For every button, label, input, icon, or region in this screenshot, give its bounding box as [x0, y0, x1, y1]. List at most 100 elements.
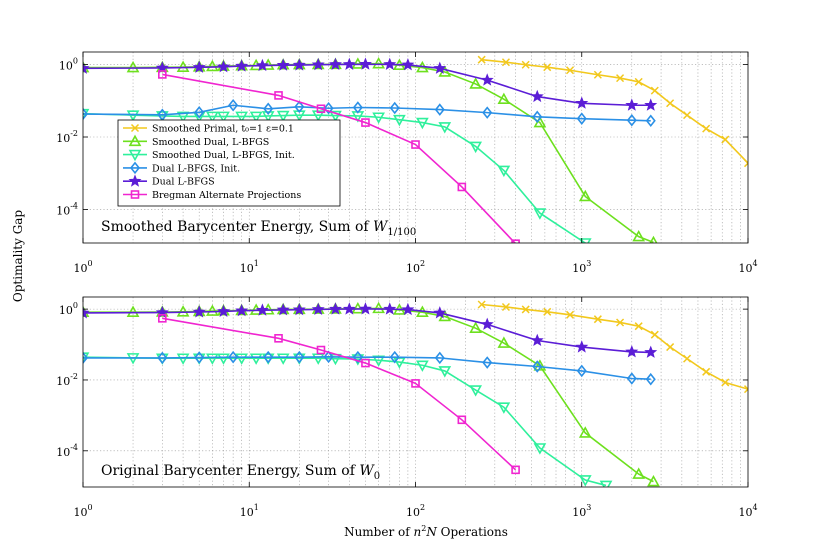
- point-dual_lbfgs: [192, 305, 206, 318]
- point-smoothed_primal: [565, 310, 575, 319]
- point-dual_lbfgs_init: [352, 350, 363, 364]
- point-smoothed_dual_lbfgs: [372, 301, 385, 314]
- point-smoothed_dual_lbfgs: [469, 77, 482, 89]
- point-smoothed_dual_lbfgs: [176, 305, 190, 317]
- point-dual_lbfgs_init: [352, 101, 363, 114]
- point-dual_lbfgs_init: [228, 350, 239, 364]
- point-smoothed_dual_lbfgs: [126, 60, 140, 73]
- point-smoothed_primal: [683, 354, 692, 363]
- point-smoothed_dual_lbfgs: [578, 189, 592, 202]
- point-smoothed_dual_lbfgs_init: [578, 238, 592, 243]
- point-bregman: [158, 70, 167, 79]
- point-smoothed_dual_lbfgs: [649, 235, 658, 243]
- x-tick-label: 103: [572, 259, 591, 275]
- point-smoothed_primal: [477, 55, 486, 64]
- point-dual_lbfgs_init: [83, 107, 89, 121]
- point-dual_lbfgs_init: [532, 360, 543, 373]
- point-smoothed_dual_lbfgs_init: [601, 244, 611, 253]
- point-bregman: [457, 415, 467, 425]
- legend-label: Smoothed Dual, L-BFGS: [152, 137, 269, 148]
- point-bregman: [411, 140, 420, 149]
- x-tick-label: 102: [406, 503, 425, 519]
- point-dual_lbfgs_init: [294, 100, 305, 114]
- point-dual_lbfgs: [383, 302, 397, 315]
- point-smoothed_dual_lbfgs_init: [416, 117, 429, 130]
- point-smoothed_primal: [521, 305, 530, 314]
- legend-item-bregman: Bregman Alternate Projections: [123, 190, 301, 201]
- point-dual_lbfgs_init: [576, 364, 587, 378]
- legend-label: Dual L-BFGS: [152, 177, 215, 188]
- point-smoothed_dual_lbfgs_init: [393, 357, 406, 369]
- panel-title: Original Barycenter Energy, Sum of W0: [101, 463, 380, 482]
- point-bregman: [411, 379, 420, 388]
- bottom-panel: 100 101 102 103 104 100 10-2 10-4 Original Baryc…: [56, 296, 758, 519]
- point-dual_lbfgs: [292, 302, 306, 316]
- point-dual_lbfgs_init: [482, 106, 493, 119]
- point-dual_lbfgs: [83, 61, 90, 74]
- point-smoothed_dual_lbfgs_init: [176, 353, 190, 365]
- point-smoothed_dual_lbfgs: [469, 321, 482, 333]
- series-line-dual_lbfgs_init: [83, 356, 651, 381]
- point-smoothed_dual_lbfgs: [533, 359, 547, 371]
- point-smoothed_primal: [501, 302, 510, 312]
- point-smoothed_dual_lbfgs: [176, 60, 190, 72]
- point-dual_lbfgs: [530, 89, 544, 103]
- point-dual_lbfgs: [311, 302, 325, 315]
- point-dual_lbfgs_init: [645, 114, 656, 128]
- y-tick-label: 100: [59, 301, 78, 317]
- point-smoothed_primal: [683, 111, 692, 120]
- point-dual_lbfgs: [311, 57, 325, 71]
- series-line-dual_lbfgs: [83, 308, 651, 354]
- legend-item-dual_lbfgs: Dual L-BFGS: [123, 174, 215, 188]
- point-smoothed_dual_lbfgs_init: [533, 208, 547, 220]
- point-smoothed_dual_lbfgs_init: [438, 122, 452, 134]
- point-dual_lbfgs_init: [434, 351, 445, 365]
- x-tick-label: 102: [406, 259, 425, 275]
- series-line-bregman: [162, 73, 517, 243]
- point-smoothed_primal: [593, 70, 602, 79]
- point-dual_lbfgs: [276, 58, 290, 71]
- point-dual_lbfgs: [255, 58, 269, 72]
- point-dual_lbfgs_init: [263, 350, 274, 364]
- point-dual_lbfgs: [235, 303, 249, 317]
- legend-marker-smoothed_primal: [130, 123, 140, 133]
- series-line-smoothed_dual_lbfgs: [83, 307, 654, 483]
- point-bregman: [361, 118, 370, 127]
- legend-marker-dual_lbfgs_init: [129, 161, 141, 175]
- point-dual_lbfgs: [235, 59, 249, 72]
- point-dual_lbfgs: [192, 60, 206, 73]
- x-tick-label: 104: [738, 503, 757, 519]
- point-dual_lbfgs_init: [294, 350, 305, 364]
- point-smoothed_primal: [634, 322, 643, 331]
- point-smoothed_dual_lbfgs_init: [533, 443, 547, 455]
- point-dual_lbfgs_init: [626, 372, 637, 385]
- point-smoothed_dual_lbfgs_init: [578, 475, 592, 487]
- point-dual_lbfgs: [328, 302, 342, 315]
- point-smoothed_primal: [501, 58, 510, 67]
- legend-marker-smoothed_dual_lbfgs: [128, 134, 142, 147]
- x-tick-label: 100: [73, 503, 92, 519]
- point-smoothed_primal: [543, 307, 552, 316]
- legend-marker-bregman: [130, 190, 140, 199]
- point-smoothed_dual_lbfgs: [647, 474, 660, 487]
- y-tick-label: 10-4: [56, 443, 78, 459]
- y-tick-label: 10-4: [56, 202, 78, 218]
- point-dual_lbfgs_init: [389, 101, 400, 115]
- point-dual_lbfgs_init: [576, 112, 587, 125]
- point-smoothed_dual_lbfgs: [578, 426, 592, 438]
- point-dual_lbfgs: [575, 96, 589, 109]
- point-smoothed_dual_lbfgs: [206, 59, 219, 72]
- point-dual_lbfgs: [401, 58, 415, 71]
- panel-title: Smoothed Barycenter Energy, Sum of W1/10…: [101, 219, 416, 238]
- point-dual_lbfgs: [530, 333, 544, 347]
- point-bregman: [511, 239, 520, 243]
- point-dual_lbfgs_init: [323, 101, 334, 115]
- point-smoothed_dual_lbfgs_init: [276, 110, 290, 123]
- point-smoothed_dual_lbfgs_init: [235, 353, 249, 365]
- point-dual_lbfgs_init: [389, 350, 400, 364]
- point-dual_lbfgs: [292, 58, 306, 71]
- legend-box: [117, 119, 341, 207]
- legend-marker-dual_lbfgs: [128, 174, 142, 187]
- point-smoothed_primal: [593, 315, 602, 324]
